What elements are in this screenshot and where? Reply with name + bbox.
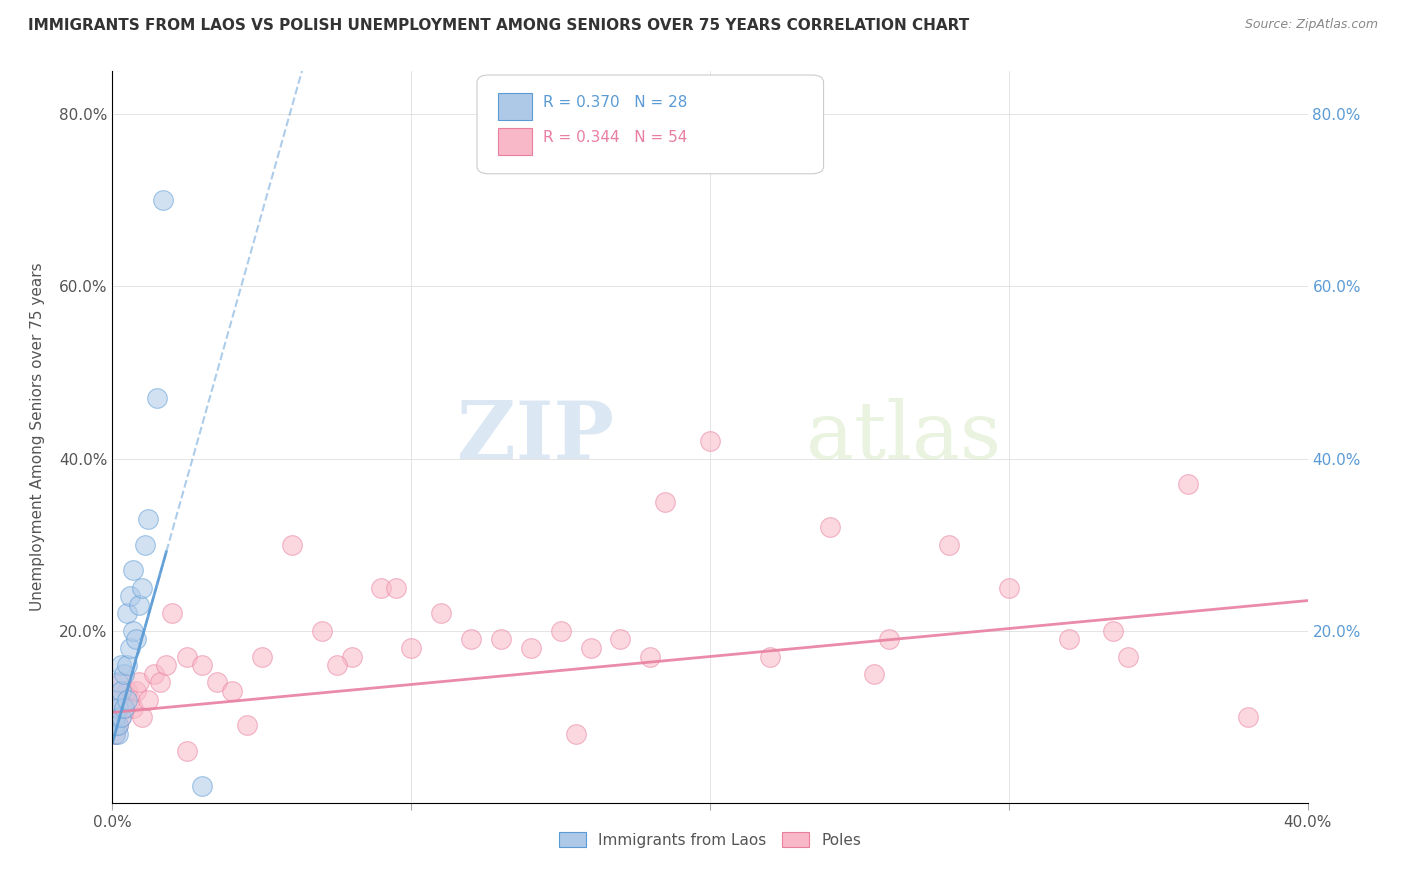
Point (401, 640, 423, 655)
Point (107, 718, 129, 732)
Y-axis label: Unemployment Among Seniors over 75 years: Unemployment Among Seniors over 75 years (31, 263, 45, 611)
Point (205, 675, 228, 690)
FancyBboxPatch shape (499, 128, 531, 155)
Point (155, 658, 177, 673)
Point (759, 649, 782, 664)
Point (104, 727, 127, 741)
Point (110, 710, 132, 724)
Point (104, 718, 127, 732)
Point (699, 434, 721, 449)
FancyBboxPatch shape (477, 75, 824, 174)
Point (120, 692, 142, 706)
Point (122, 701, 145, 715)
Point (107, 701, 129, 715)
Point (1237, 710, 1260, 724)
Point (120, 589, 142, 603)
Point (114, 701, 135, 715)
Point (489, 632, 512, 647)
Point (250, 649, 273, 664)
Text: ZIP: ZIP (457, 398, 614, 476)
Point (117, 692, 139, 706)
Point (654, 494, 676, 508)
Point (146, 392, 169, 406)
Point (114, 701, 135, 715)
Point (125, 684, 148, 698)
Point (221, 684, 243, 698)
Point (110, 684, 132, 698)
Point (122, 624, 145, 638)
Text: R = 0.344   N = 54: R = 0.344 N = 54 (543, 129, 688, 145)
Point (460, 632, 482, 647)
Point (107, 692, 129, 706)
Point (550, 624, 572, 638)
Point (176, 649, 198, 664)
Point (1118, 649, 1140, 664)
Point (114, 666, 135, 681)
Point (520, 640, 543, 655)
Point (385, 581, 408, 595)
Point (311, 624, 333, 638)
Point (879, 632, 901, 647)
Legend: Immigrants from Laos, Poles: Immigrants from Laos, Poles (553, 825, 868, 854)
Point (236, 718, 259, 732)
Point (128, 598, 150, 612)
Point (110, 710, 132, 724)
Point (110, 658, 132, 673)
Point (162, 607, 183, 621)
Point (131, 710, 153, 724)
Point (370, 581, 392, 595)
Point (128, 675, 150, 690)
Point (325, 658, 347, 673)
Point (117, 684, 139, 698)
Point (120, 640, 142, 655)
Text: atlas: atlas (806, 398, 1001, 476)
Point (104, 710, 127, 724)
Point (117, 658, 139, 673)
Point (104, 727, 127, 741)
Point (131, 581, 153, 595)
Text: Source: ZipAtlas.com: Source: ZipAtlas.com (1244, 18, 1378, 31)
Point (104, 692, 127, 706)
Point (107, 727, 129, 741)
Point (1057, 632, 1080, 647)
Point (191, 779, 214, 793)
Point (110, 675, 132, 690)
Point (281, 538, 304, 552)
Point (143, 666, 166, 681)
Point (176, 744, 198, 758)
Point (104, 710, 127, 724)
Point (122, 564, 145, 578)
Point (1102, 624, 1125, 638)
Point (1177, 477, 1199, 491)
Point (107, 675, 129, 690)
Point (579, 640, 602, 655)
Point (609, 632, 631, 647)
Point (138, 512, 160, 526)
Point (998, 581, 1021, 595)
Point (818, 520, 841, 534)
Point (340, 649, 363, 664)
Point (863, 666, 886, 681)
Point (125, 632, 148, 647)
Point (191, 658, 214, 673)
FancyBboxPatch shape (499, 93, 531, 120)
Point (138, 692, 160, 706)
Point (640, 649, 662, 664)
Point (107, 718, 129, 732)
Point (430, 607, 453, 621)
Point (117, 607, 139, 621)
Point (149, 675, 172, 690)
Point (134, 538, 156, 552)
Text: IMMIGRANTS FROM LAOS VS POLISH UNEMPLOYMENT AMONG SENIORS OVER 75 YEARS CORRELAT: IMMIGRANTS FROM LAOS VS POLISH UNEMPLOYM… (28, 18, 969, 33)
Point (938, 538, 960, 552)
Point (564, 727, 586, 741)
Text: R = 0.370   N = 28: R = 0.370 N = 28 (543, 95, 688, 111)
Point (152, 194, 174, 208)
